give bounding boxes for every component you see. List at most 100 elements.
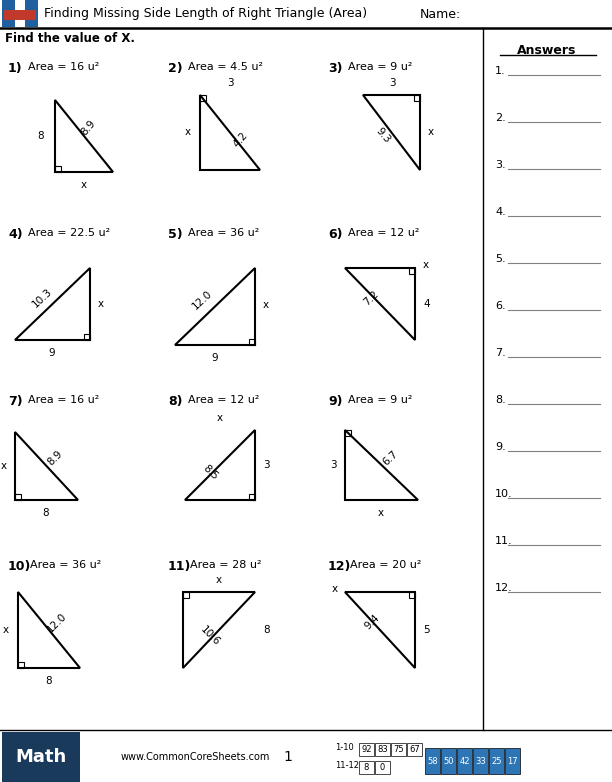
Text: 2.: 2. (495, 113, 506, 123)
Text: Area = 36 u²: Area = 36 u² (188, 228, 259, 238)
Text: Area = 9 u²: Area = 9 u² (348, 395, 412, 405)
Bar (15, 10, 25, 20)
Text: Math: Math (15, 748, 67, 766)
Text: 9: 9 (212, 353, 218, 363)
Bar (407, 743, 422, 756)
Text: Area = 36 u²: Area = 36 u² (30, 560, 101, 570)
Bar (425, 748, 440, 774)
Text: 9.3: 9.3 (374, 125, 392, 145)
Text: x: x (216, 575, 222, 585)
Text: 17: 17 (507, 756, 518, 766)
Text: 5): 5) (168, 228, 182, 241)
Text: 0: 0 (380, 763, 385, 773)
Text: 7): 7) (8, 395, 23, 408)
Text: 3): 3) (328, 62, 343, 75)
Text: 1.: 1. (495, 66, 506, 76)
Text: 3: 3 (330, 460, 337, 470)
Text: 12.0: 12.0 (190, 289, 214, 311)
Text: 10.: 10. (495, 489, 513, 499)
Text: 8.: 8. (495, 395, 506, 405)
Text: Name:: Name: (420, 8, 461, 20)
Text: 4.2: 4.2 (231, 131, 249, 149)
Text: x: x (81, 180, 87, 190)
Text: 1): 1) (8, 62, 23, 75)
Text: Area = 28 u²: Area = 28 u² (190, 560, 261, 570)
Bar (2, 0, 38, 27)
Bar (15, 0, 25, 27)
Text: 1-10: 1-10 (335, 744, 354, 752)
Text: 42: 42 (459, 756, 470, 766)
Text: 3: 3 (389, 78, 395, 88)
Text: x: x (423, 260, 429, 270)
Text: 50: 50 (443, 756, 453, 766)
Text: 11): 11) (168, 560, 192, 573)
Text: Find the value of X.: Find the value of X. (5, 31, 135, 45)
Text: 10.3: 10.3 (30, 286, 54, 310)
Bar (2, 732, 80, 782)
Text: 9.4: 9.4 (362, 612, 381, 631)
Text: x: x (217, 413, 223, 423)
Text: 5.: 5. (495, 254, 506, 264)
Text: 5: 5 (423, 625, 430, 635)
Text: 8: 8 (263, 625, 270, 635)
Text: x: x (378, 508, 384, 518)
Text: Area = 16 u²: Area = 16 u² (28, 62, 99, 72)
Text: Area = 9 u²: Area = 9 u² (348, 62, 412, 72)
Text: 8: 8 (46, 676, 52, 686)
Text: x: x (263, 300, 269, 310)
Text: 7.: 7. (495, 348, 506, 358)
Text: 3: 3 (263, 460, 270, 470)
Text: 4.: 4. (495, 207, 506, 217)
Text: 8.5: 8.5 (201, 463, 220, 482)
Text: 92: 92 (361, 745, 371, 755)
Text: Area = 12 u²: Area = 12 u² (188, 395, 259, 405)
Text: 8): 8) (168, 395, 182, 408)
Text: 10.6: 10.6 (198, 624, 222, 647)
Bar (359, 743, 374, 756)
Text: 25: 25 (491, 756, 502, 766)
Text: 7.2: 7.2 (362, 289, 381, 307)
Text: 58: 58 (427, 756, 438, 766)
Text: 8.9: 8.9 (79, 118, 97, 138)
Text: www.CommonCoreSheets.com: www.CommonCoreSheets.com (121, 752, 270, 762)
Text: 11.: 11. (495, 536, 513, 546)
Text: x: x (98, 299, 104, 309)
Text: Area = 12 u²: Area = 12 u² (348, 228, 419, 238)
Text: 11-12: 11-12 (335, 762, 359, 770)
Text: x: x (1, 461, 7, 471)
Text: 4): 4) (8, 228, 23, 241)
Text: 9.: 9. (495, 442, 506, 452)
Text: 67: 67 (409, 745, 420, 755)
Text: x: x (3, 625, 9, 635)
Bar (359, 761, 374, 774)
Bar (473, 748, 488, 774)
Text: Area = 22.5 u²: Area = 22.5 u² (28, 228, 110, 238)
Text: 3.: 3. (495, 160, 506, 170)
Text: 10): 10) (8, 560, 31, 573)
Text: Area = 16 u²: Area = 16 u² (28, 395, 99, 405)
Text: 2): 2) (168, 62, 182, 75)
Text: 6.: 6. (495, 301, 506, 311)
Text: 12.: 12. (495, 583, 513, 593)
Text: 4: 4 (423, 299, 430, 309)
Text: 8.9: 8.9 (45, 449, 64, 468)
Text: 1: 1 (283, 750, 293, 764)
Bar (4, 10, 36, 20)
Bar (489, 748, 504, 774)
Text: 12): 12) (328, 560, 351, 573)
Text: 9: 9 (49, 348, 55, 358)
Text: x: x (332, 584, 338, 594)
Text: Finding Missing Side Length of Right Triangle (Area): Finding Missing Side Length of Right Tri… (44, 8, 367, 20)
Text: 33: 33 (475, 756, 486, 766)
Text: 8: 8 (37, 131, 44, 141)
Text: 9): 9) (328, 395, 343, 408)
Bar (505, 748, 520, 774)
Bar (457, 748, 472, 774)
Text: 6): 6) (328, 228, 343, 241)
Text: 12.0: 12.0 (45, 612, 69, 635)
Text: 8: 8 (364, 763, 369, 773)
Text: Area = 20 u²: Area = 20 u² (350, 560, 422, 570)
Bar (375, 761, 390, 774)
Text: 75: 75 (393, 745, 404, 755)
Text: x: x (185, 127, 191, 137)
